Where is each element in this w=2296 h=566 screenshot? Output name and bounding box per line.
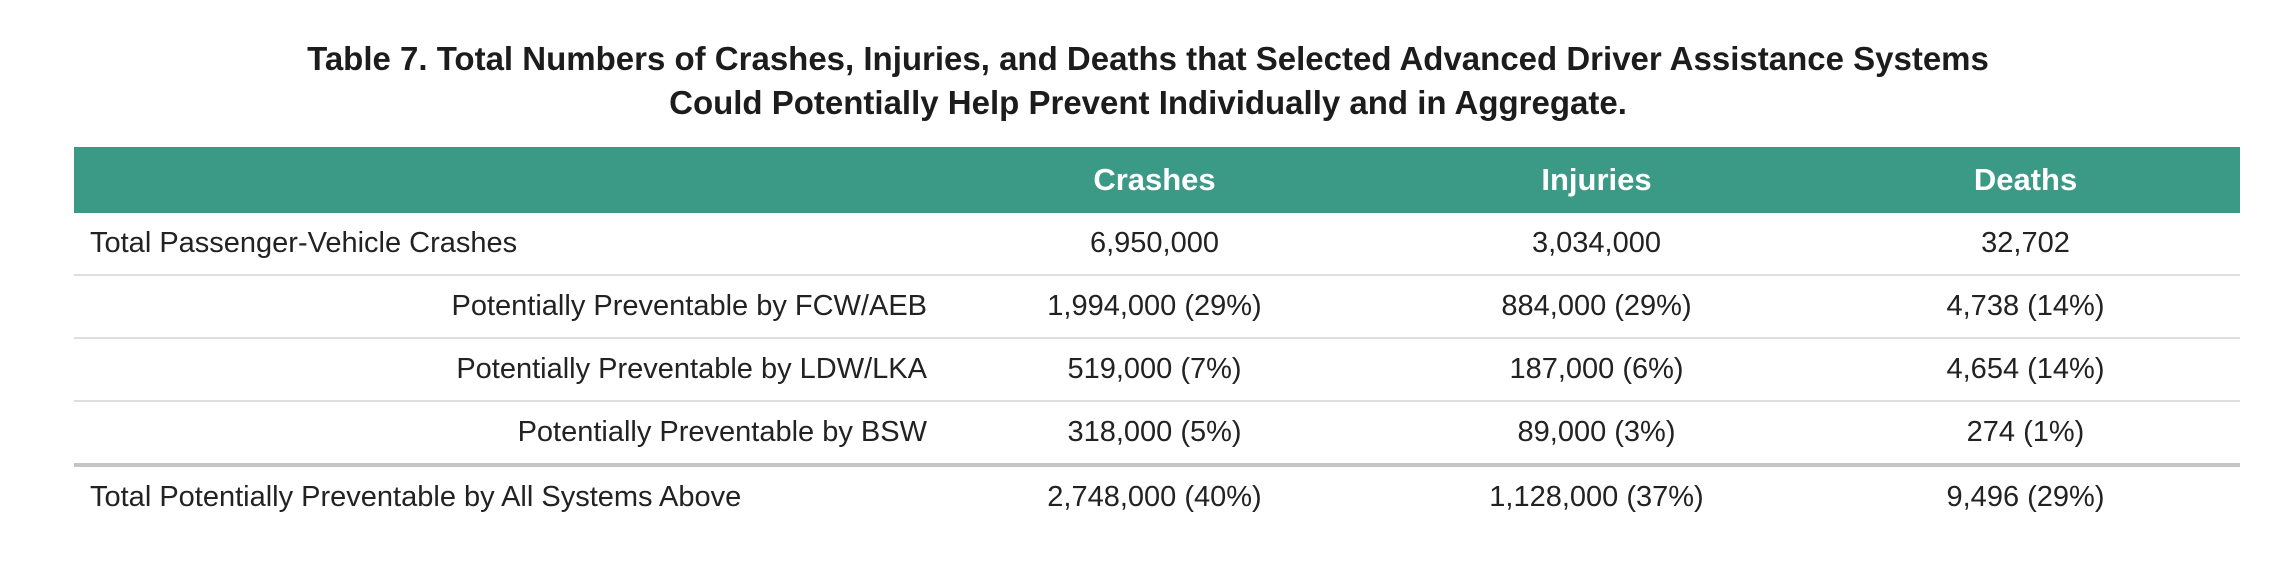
cell: 89,000 (3%)	[1382, 401, 1811, 467]
cell: 4,738 (14%)	[1811, 275, 2240, 339]
table-row: Potentially Preventable by BSW 318,000 (5…	[74, 401, 2240, 467]
row-label: Potentially Preventable by BSW	[74, 401, 927, 467]
cell: 274 (1%)	[1811, 401, 2240, 467]
cell: 884,000 (29%)	[1382, 275, 1811, 339]
cell: 32,702	[1811, 213, 2240, 276]
cell: 4,654 (14%)	[1811, 338, 2240, 402]
row-label: Total Passenger-Vehicle Crashes	[74, 213, 927, 276]
table-row: Potentially Preventable by FCW/AEB 1,994,…	[74, 275, 2240, 339]
table-row: Total Potentially Preventable by All Sys…	[74, 465, 2240, 528]
column-header: Injuries	[1382, 147, 1811, 213]
header-cell	[74, 147, 927, 213]
column-header: Deaths	[1811, 147, 2240, 213]
row-label: Potentially Preventable by FCW/AEB	[74, 275, 927, 339]
cell: 1,128,000 (37%)	[1489, 481, 1704, 513]
row-label: Total Potentially Preventable by All Sys…	[90, 481, 742, 513]
cell: 3,034,000	[1382, 213, 1811, 276]
cell: 1,994,000 (29%)	[927, 275, 1382, 339]
header-row: Crashes Injuries Deaths	[74, 147, 2240, 213]
cell: 187,000 (6%)	[1382, 338, 1811, 402]
cell: 6,950,000	[927, 213, 1382, 276]
table-row: Total Passenger-Vehicle Crashes 6,950,000…	[74, 213, 2240, 276]
table-row: Potentially Preventable by LDW/LKA 519,00…	[74, 338, 2240, 402]
cell: 318,000 (5%)	[927, 401, 1382, 467]
cell: 2,748,000 (40%)	[1047, 481, 1262, 513]
table-title: Could Potentially Help Prevent Individua…	[669, 84, 1627, 121]
data-table: Crashes Injuries Deaths Total Passenger-Ve…	[74, 147, 2240, 528]
cell: 9,496 (29%)	[1946, 481, 2105, 513]
row-label: Potentially Preventable by LDW/LKA	[74, 338, 927, 402]
table-title: Table 7. Total Numbers of Crashes, Injur…	[307, 40, 1989, 77]
cell: 519,000 (7%)	[927, 338, 1382, 402]
column-header: Crashes	[927, 147, 1382, 213]
